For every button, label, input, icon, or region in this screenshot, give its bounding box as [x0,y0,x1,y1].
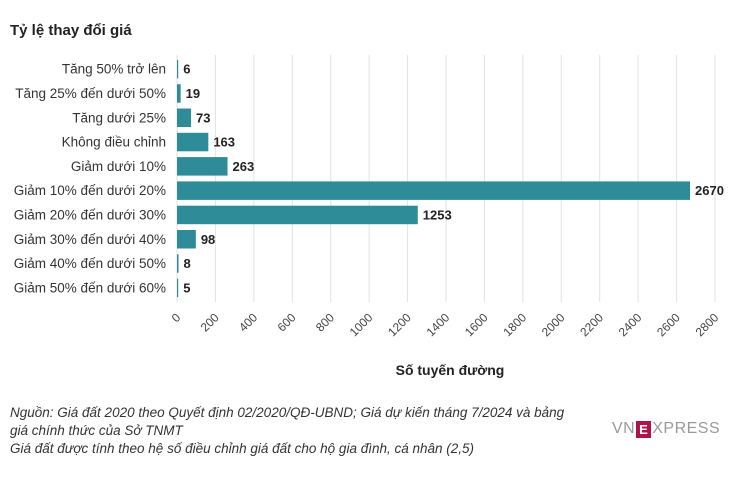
chart-footer: Nguồn: Giá đất 2020 theo Quyết định 02/2… [10,404,610,458]
data-label: 98 [201,232,215,247]
bar [177,108,192,127]
vnexpress-logo: VN E XPRESS [612,420,721,438]
category-label: Giảm dưới 10% [71,159,166,174]
bar [177,181,691,200]
category-label: Giảm 30% đến dưới 40% [14,232,166,247]
data-label: 8 [184,256,191,271]
x-tick-label: 400 [236,310,260,334]
category-label: Giảm 10% đến dưới 20% [14,183,166,198]
bar [177,205,418,225]
data-label: 263 [233,159,255,174]
bar [177,230,196,249]
source-note: Nguồn: Giá đất 2020 theo Quyết định 02/2… [10,405,565,438]
x-tick-label: 600 [275,310,299,334]
data-label: 163 [213,135,235,150]
bars [177,59,691,298]
category-label: Không điều chỉnh [62,135,166,150]
bar [177,84,181,103]
x-tick-label: 1600 [462,310,491,339]
x-tick-label: 2200 [577,310,606,339]
chart-title: Tỷ lệ thay đổi giá [10,22,132,39]
x-tick-label: 200 [198,310,222,334]
x-tick-label: 0 [169,310,184,325]
category-label: Tăng 25% đến dưới 50% [15,86,166,101]
x-tick-label: 2000 [539,310,568,339]
x-tick-labels: 0 200 400 600 800 1000 1200 1400 1600 1800 2000 220… [169,310,722,339]
category-label: Giảm 40% đến dưới 50% [14,256,166,271]
bar [177,254,179,273]
category-label: Tăng 50% trở lên [62,62,166,77]
data-label: 19 [186,86,200,101]
x-tick-label: 1800 [500,310,529,339]
data-label: 73 [196,110,210,125]
x-tick-label: 1000 [347,310,376,339]
data-label: 1253 [423,207,452,222]
x-axis-label: Số tuyến đường [396,362,505,378]
bar [177,132,209,152]
grid-lines [176,55,716,302]
category-label: Tăng dưới 25% [72,110,166,125]
x-tick-label: 2600 [654,310,683,339]
x-tick-label: 800 [313,310,337,334]
x-tick-label: 1200 [385,310,414,339]
x-tick-label: 1400 [424,310,453,339]
bar [177,59,179,79]
data-label: 5 [183,280,190,295]
data-label: 6 [183,62,190,77]
category-label: Giảm 50% đến dưới 60% [14,280,166,295]
data-label: 2670 [695,183,724,198]
x-tick-label: 2400 [616,310,645,339]
category-label: Giảm 20% đến dưới 30% [14,207,166,222]
x-tick-label: 2800 [693,310,722,339]
category-labels: Tăng 50% trở lên Tăng 25% đến dưới 50% Tăn… [14,62,166,296]
bar-chart: Tăng 50% trở lên Tăng 25% đến dưới 50% Tăn… [14,55,724,378]
bar [177,278,179,298]
bar [177,157,228,176]
method-note: Giá đất được tính theo hệ số điều chỉnh … [10,441,475,456]
